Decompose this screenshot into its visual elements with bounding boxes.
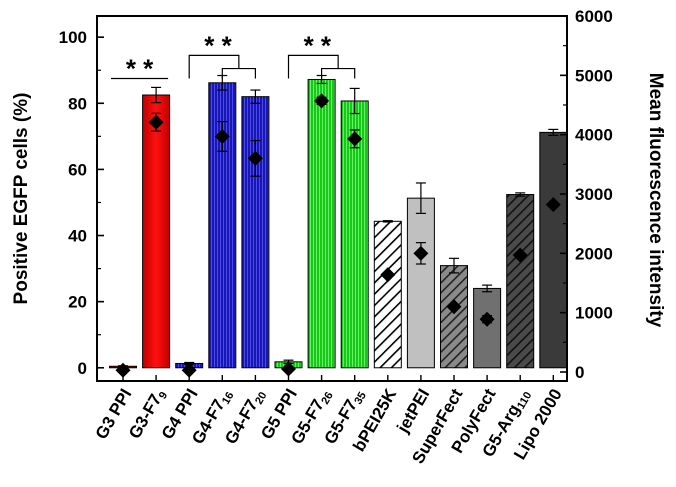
y2-tick-label-0: 0	[575, 363, 584, 382]
marker-5	[281, 361, 296, 377]
bar-6	[307, 78, 336, 369]
bar-8	[373, 220, 402, 369]
significance-subbracket-1	[221, 67, 256, 79]
x-tick-label-13: Lipo 2000	[510, 386, 566, 463]
marker-0	[115, 362, 131, 378]
bar-11	[473, 287, 502, 369]
significance-bracket-1	[188, 54, 240, 79]
marker-8	[380, 267, 396, 283]
y-tick-label-4: 80	[68, 94, 87, 113]
y-tick-label-1: 20	[68, 293, 87, 312]
y2-tick-label-4: 4000	[575, 126, 613, 145]
bar-12	[506, 194, 535, 369]
plot-frame	[96, 15, 568, 382]
y2-tick-label-1: 1000	[575, 304, 613, 323]
significance-bracket-2	[287, 54, 339, 79]
marker-1	[148, 114, 164, 130]
y2-tick-label-6: 6000	[575, 7, 613, 26]
y-tick-label-3: 60	[68, 160, 87, 179]
marker-10	[446, 299, 462, 315]
bar-4	[241, 96, 270, 369]
bar-10	[440, 265, 468, 369]
y2-tick-label-3: 3000	[575, 185, 613, 204]
bar-13	[539, 131, 568, 369]
significance-label-0: * *	[126, 53, 154, 83]
y-axis-label: Positive EGFP cells (%)	[11, 93, 32, 305]
marker-3	[214, 128, 230, 144]
marker-4	[247, 150, 263, 166]
y-tick-label-5: 100	[59, 28, 87, 47]
y2-axis-label: Mean fluorescence intensity	[645, 73, 666, 328]
marker-9	[413, 245, 429, 261]
bar-1	[142, 94, 171, 369]
y-tick-label-0: 0	[78, 359, 87, 378]
marker-12	[512, 247, 528, 263]
significance-label-2: * *	[304, 30, 332, 60]
marker-6	[314, 93, 330, 109]
marker-2	[181, 362, 197, 378]
marker-11	[479, 311, 495, 327]
y2-tick-label-5: 5000	[575, 66, 613, 85]
marker-7	[347, 131, 363, 147]
marker-13	[545, 197, 561, 213]
y2-tick-label-2: 2000	[575, 244, 613, 263]
significance-label-1: * *	[204, 30, 232, 60]
significance-subbracket-2	[321, 67, 356, 79]
y-tick-label-2: 40	[68, 227, 87, 246]
bar-9	[406, 197, 435, 369]
